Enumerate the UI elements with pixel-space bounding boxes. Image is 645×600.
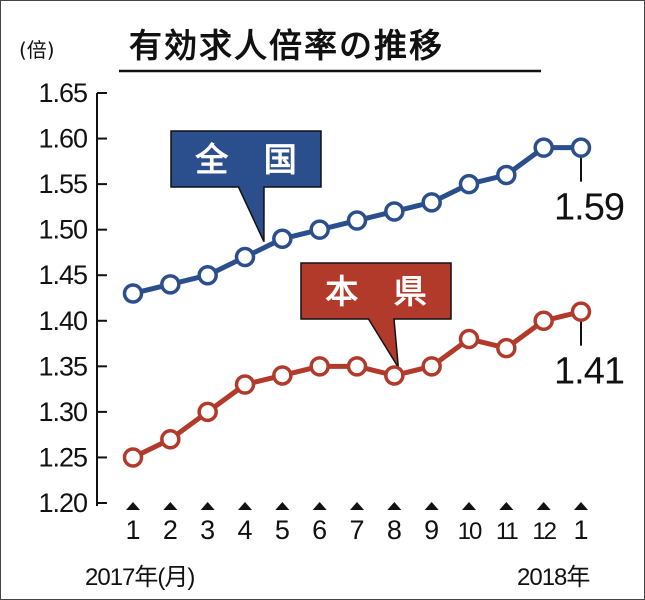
end-value-label: 1.59 bbox=[554, 187, 624, 229]
x-tick-mark bbox=[350, 502, 364, 510]
y-tick-label: 1.25 bbox=[38, 442, 87, 472]
data-point bbox=[197, 264, 218, 286]
x-tick-label: 7 bbox=[349, 515, 364, 545]
data-point bbox=[346, 356, 368, 377]
x-tick-label: 9 bbox=[424, 515, 439, 545]
x-tick-label: 4 bbox=[237, 515, 252, 545]
y-tick-label: 1.60 bbox=[38, 124, 87, 154]
x-tick-label: 3 bbox=[200, 515, 215, 545]
x-tick-mark bbox=[499, 502, 514, 510]
data-point bbox=[384, 201, 405, 222]
series-callout-box bbox=[300, 262, 452, 368]
data-point bbox=[533, 137, 554, 158]
x-tick-label: 11 bbox=[496, 518, 519, 545]
data-point bbox=[533, 310, 554, 332]
data-point bbox=[160, 428, 181, 450]
x-axis-ticks: 1 2 3 4 5 6 7 8 9 10 11 12 1 bbox=[125, 502, 589, 545]
data-point bbox=[122, 283, 144, 304]
x-tick-mark bbox=[275, 502, 290, 510]
y-tick-label: 1.35 bbox=[38, 351, 87, 381]
data-point bbox=[234, 374, 256, 395]
data-point bbox=[458, 328, 480, 350]
y-axis-ticks: 1.65 1.60 1.55 1.50 1.45 1.40 1.35 1.30 1.25 1.20 bbox=[38, 78, 107, 518]
y-tick-label: 1.40 bbox=[38, 306, 87, 336]
y-tick-label: 1.20 bbox=[38, 488, 87, 518]
data-point bbox=[122, 447, 144, 468]
x-tick-label: 10 bbox=[458, 518, 482, 545]
chart-title: 有効求人倍率の推移 bbox=[129, 26, 444, 65]
y-tick-label: 1.50 bbox=[38, 215, 87, 245]
data-point bbox=[272, 228, 293, 250]
end-year-label: 2018年 bbox=[517, 564, 589, 591]
x-tick-label: 6 bbox=[312, 515, 327, 545]
x-tick-mark bbox=[163, 502, 178, 510]
data-point bbox=[496, 164, 517, 186]
x-tick-mark bbox=[312, 502, 327, 510]
data-point bbox=[197, 401, 218, 423]
series-lines bbox=[122, 137, 592, 468]
data-point bbox=[160, 274, 181, 295]
data-point bbox=[346, 210, 368, 231]
data-point bbox=[570, 137, 592, 158]
series-line bbox=[131, 309, 582, 460]
data-point bbox=[272, 365, 293, 386]
x-tick-mark bbox=[200, 502, 215, 510]
x-tick-mark bbox=[462, 502, 476, 510]
data-point bbox=[234, 246, 256, 268]
end-value-label: 1.41 bbox=[554, 351, 624, 393]
y-tick-label: 1.45 bbox=[38, 260, 87, 290]
y-tick-label: 1.65 bbox=[38, 78, 87, 108]
y-unit-label: (倍) bbox=[19, 38, 55, 62]
x-tick-label: 1 bbox=[573, 515, 588, 545]
data-point bbox=[309, 219, 330, 240]
x-tick-mark bbox=[574, 502, 588, 510]
x-tick-label: 2 bbox=[163, 515, 178, 545]
y-tick-label: 1.30 bbox=[38, 397, 87, 427]
x-tick-mark bbox=[424, 502, 439, 510]
data-point bbox=[496, 337, 517, 359]
series-callout-label: 本 県 bbox=[325, 272, 439, 311]
data-point bbox=[458, 173, 480, 195]
x-tick-mark bbox=[126, 502, 140, 510]
x-tick-mark bbox=[536, 502, 551, 510]
x-tick-label: 12 bbox=[532, 518, 556, 545]
series-callout-label: 全 国 bbox=[194, 140, 309, 179]
data-point bbox=[570, 301, 592, 322]
x-tick-label: 5 bbox=[275, 515, 290, 545]
x-tick-mark bbox=[238, 502, 252, 510]
data-point bbox=[421, 356, 442, 377]
series-callouts: 全 国本 県 bbox=[170, 130, 452, 368]
x-tick-mark bbox=[387, 502, 402, 510]
x-tick-label: 1 bbox=[125, 515, 140, 545]
data-point bbox=[384, 365, 405, 386]
series-callout-box bbox=[170, 130, 322, 243]
y-tick-label: 1.55 bbox=[38, 169, 87, 199]
start-year-label: 2017年(月) bbox=[85, 564, 194, 591]
end-labels: 1.59 1.41 bbox=[554, 157, 625, 393]
data-point bbox=[421, 192, 442, 213]
data-point bbox=[309, 356, 330, 377]
x-tick-label: 8 bbox=[387, 515, 402, 545]
